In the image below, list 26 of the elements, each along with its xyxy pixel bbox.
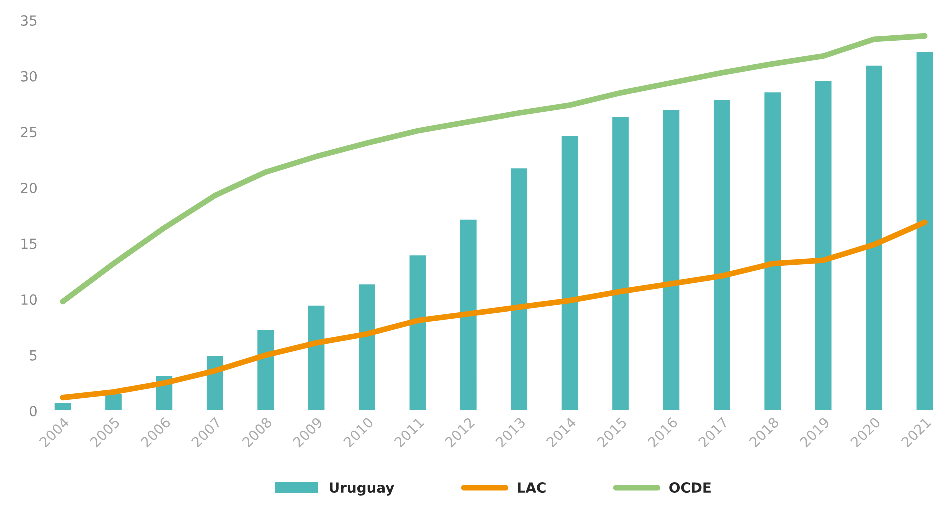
y-tick-label: 15 [22, 238, 37, 250]
y-tick-label: 20 [21, 182, 37, 194]
bar [662, 109, 682, 412]
bar [560, 134, 580, 412]
legend-label: Uruguay [330, 482, 394, 496]
y-tick-label: 35 [21, 16, 37, 26]
y-tick-label: 10 [22, 294, 37, 306]
bar [459, 218, 478, 412]
y-tick-label: 0 [30, 406, 37, 417]
legend-label: LAC [518, 482, 546, 494]
y-tick-label: 25 [21, 127, 37, 138]
legend-label: OCDE [670, 482, 711, 494]
bar [915, 51, 935, 412]
bar [814, 80, 834, 412]
bar [306, 304, 326, 412]
bar [712, 99, 732, 412]
bar [510, 167, 529, 412]
bar [864, 64, 884, 412]
y-tick-label: 5 [30, 350, 37, 361]
y-tick-label: 30 [21, 71, 37, 82]
bar [256, 329, 276, 412]
bar [408, 254, 428, 412]
bar [53, 402, 73, 412]
bar [763, 91, 782, 412]
bar [611, 116, 630, 412]
bar [358, 283, 377, 412]
